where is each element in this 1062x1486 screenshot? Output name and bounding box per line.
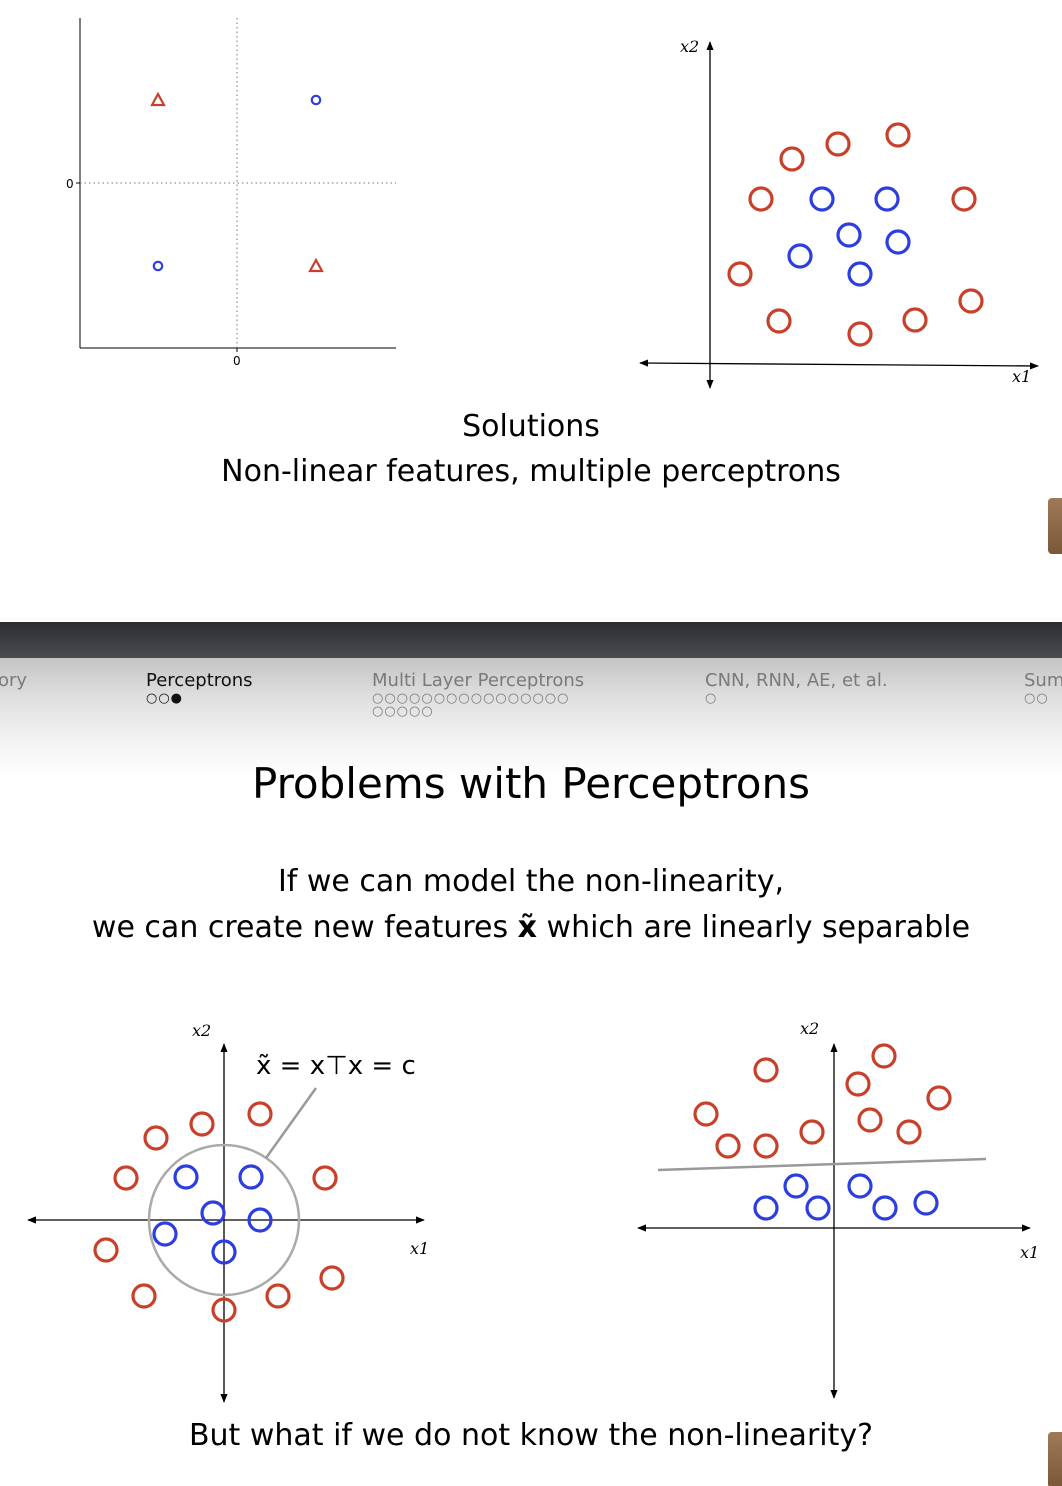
xor-triangle-point xyxy=(150,91,166,107)
slide-title: Problems with Perceptrons xyxy=(251,759,811,808)
nav-progress-dots[interactable]: ○○○○○ xyxy=(372,704,434,719)
right-blue-points xyxy=(753,1173,939,1221)
point xyxy=(857,1107,883,1133)
section-navigation: ory Perceptrons ○○● Multi Layer Perceptr… xyxy=(0,658,1062,778)
point xyxy=(958,288,984,314)
cluster-blue-points xyxy=(787,186,911,287)
point xyxy=(693,1101,719,1127)
nav-section-perceptrons[interactable]: Perceptrons ○○● xyxy=(146,670,253,706)
cluster-plot: x1 x2 xyxy=(639,37,1039,389)
point xyxy=(896,1119,922,1145)
point xyxy=(766,308,792,334)
slide-solutions: 0 0 x1 x2 xyxy=(0,0,1062,622)
cluster-red-points xyxy=(727,122,984,347)
left-red-points xyxy=(93,1101,345,1323)
cluster-x-axis xyxy=(639,359,1039,370)
slide-problems-with-perceptrons: ory Perceptrons ○○● Multi Layer Perceptr… xyxy=(0,622,1062,1486)
nav-progress-dots[interactable]: ○ xyxy=(705,691,718,706)
body-text-line1: If we can model the non-linearity, xyxy=(277,864,785,899)
point xyxy=(845,1071,871,1097)
point xyxy=(951,186,977,212)
cluster-y-axis-label: x2 xyxy=(680,37,699,56)
point xyxy=(753,1195,779,1221)
point xyxy=(211,1239,237,1265)
right-y-axis-label: x2 xyxy=(800,1019,819,1038)
nav-section-history[interactable]: ory xyxy=(0,670,28,691)
slide-header-bar xyxy=(0,622,1062,658)
nav-progress-dots[interactable]: ○○● xyxy=(146,691,184,706)
point xyxy=(143,1125,169,1151)
footer-question: But what if we do not know the non-linea… xyxy=(188,1418,874,1453)
point xyxy=(787,243,813,269)
point xyxy=(836,222,862,248)
nav-section-summary[interactable]: Sum ○○ xyxy=(1024,670,1062,705)
circle-feature-plot: x1 x2 x̃ = x⊤x = c xyxy=(27,1021,429,1403)
side-logo-tab xyxy=(1048,498,1062,554)
body-text-line2: we can create new features x̃ which are … xyxy=(91,910,971,945)
point xyxy=(805,1195,831,1221)
point xyxy=(753,1133,779,1159)
point xyxy=(874,186,900,212)
point xyxy=(809,186,835,212)
point xyxy=(885,229,911,255)
point xyxy=(727,261,753,287)
boundary-equation: x̃ = x⊤x = c xyxy=(256,1051,416,1081)
nav-section-mlp[interactable]: Multi Layer Perceptrons ○○○○○○○○○○○○○○○○… xyxy=(372,670,585,719)
right-x-axis-label: x1 xyxy=(1020,1243,1039,1262)
point xyxy=(152,1221,178,1247)
point xyxy=(902,307,928,333)
point xyxy=(93,1237,119,1263)
left-x-axis-label: x1 xyxy=(410,1239,429,1258)
point xyxy=(113,1165,139,1191)
side-logo-tab xyxy=(1048,1432,1062,1486)
point xyxy=(131,1283,157,1309)
equation-pointer xyxy=(264,1087,318,1159)
solutions-caption-line1: Solutions xyxy=(462,409,600,444)
point xyxy=(872,1195,898,1221)
point xyxy=(753,1057,779,1083)
point xyxy=(238,1164,264,1190)
decision-boundary-circle xyxy=(147,1143,301,1297)
feature-symbol: x̃ xyxy=(517,910,538,945)
linear-decision-boundary xyxy=(657,1157,987,1172)
point xyxy=(885,122,911,148)
solutions-caption-line2: Non-linear features, multiple perceptron… xyxy=(221,454,841,489)
xor-circle-point xyxy=(310,94,322,106)
point xyxy=(779,146,805,172)
point xyxy=(847,261,873,287)
point xyxy=(319,1265,345,1291)
right-red-points xyxy=(693,1043,952,1159)
point xyxy=(871,1043,897,1069)
xor-circle-point xyxy=(152,260,164,272)
point xyxy=(825,131,851,157)
nav-progress-dots[interactable]: ○○ xyxy=(1024,691,1049,706)
point xyxy=(312,1165,338,1191)
nav-progress-dots[interactable]: ○○○○○○○○○○○○○○○○ xyxy=(372,691,570,706)
nav-section-cnn-rnn-ae[interactable]: CNN, RNN, AE, et al. ○ xyxy=(705,670,888,706)
xor-plot: 0 0 xyxy=(66,18,396,368)
point xyxy=(799,1119,825,1145)
point xyxy=(265,1283,291,1309)
linear-feature-plot: x1 x2 xyxy=(637,1019,1039,1399)
point xyxy=(926,1085,952,1111)
point xyxy=(247,1207,273,1233)
xor-triangle-point xyxy=(308,257,324,273)
xor-y-tick-label: 0 xyxy=(66,177,74,191)
xor-points xyxy=(150,91,324,273)
point xyxy=(189,1111,215,1137)
point xyxy=(913,1190,939,1216)
point xyxy=(173,1164,199,1190)
point xyxy=(715,1133,741,1159)
left-y-axis-label: x2 xyxy=(192,1021,211,1040)
xor-x-tick-label: 0 xyxy=(233,354,241,368)
point xyxy=(211,1297,237,1323)
point xyxy=(200,1200,226,1226)
point xyxy=(847,1173,873,1199)
cluster-x-axis-label: x1 xyxy=(1012,367,1031,386)
point xyxy=(783,1173,809,1199)
point xyxy=(748,186,774,212)
point xyxy=(247,1101,273,1127)
left-blue-points xyxy=(152,1164,273,1265)
point xyxy=(847,321,873,347)
